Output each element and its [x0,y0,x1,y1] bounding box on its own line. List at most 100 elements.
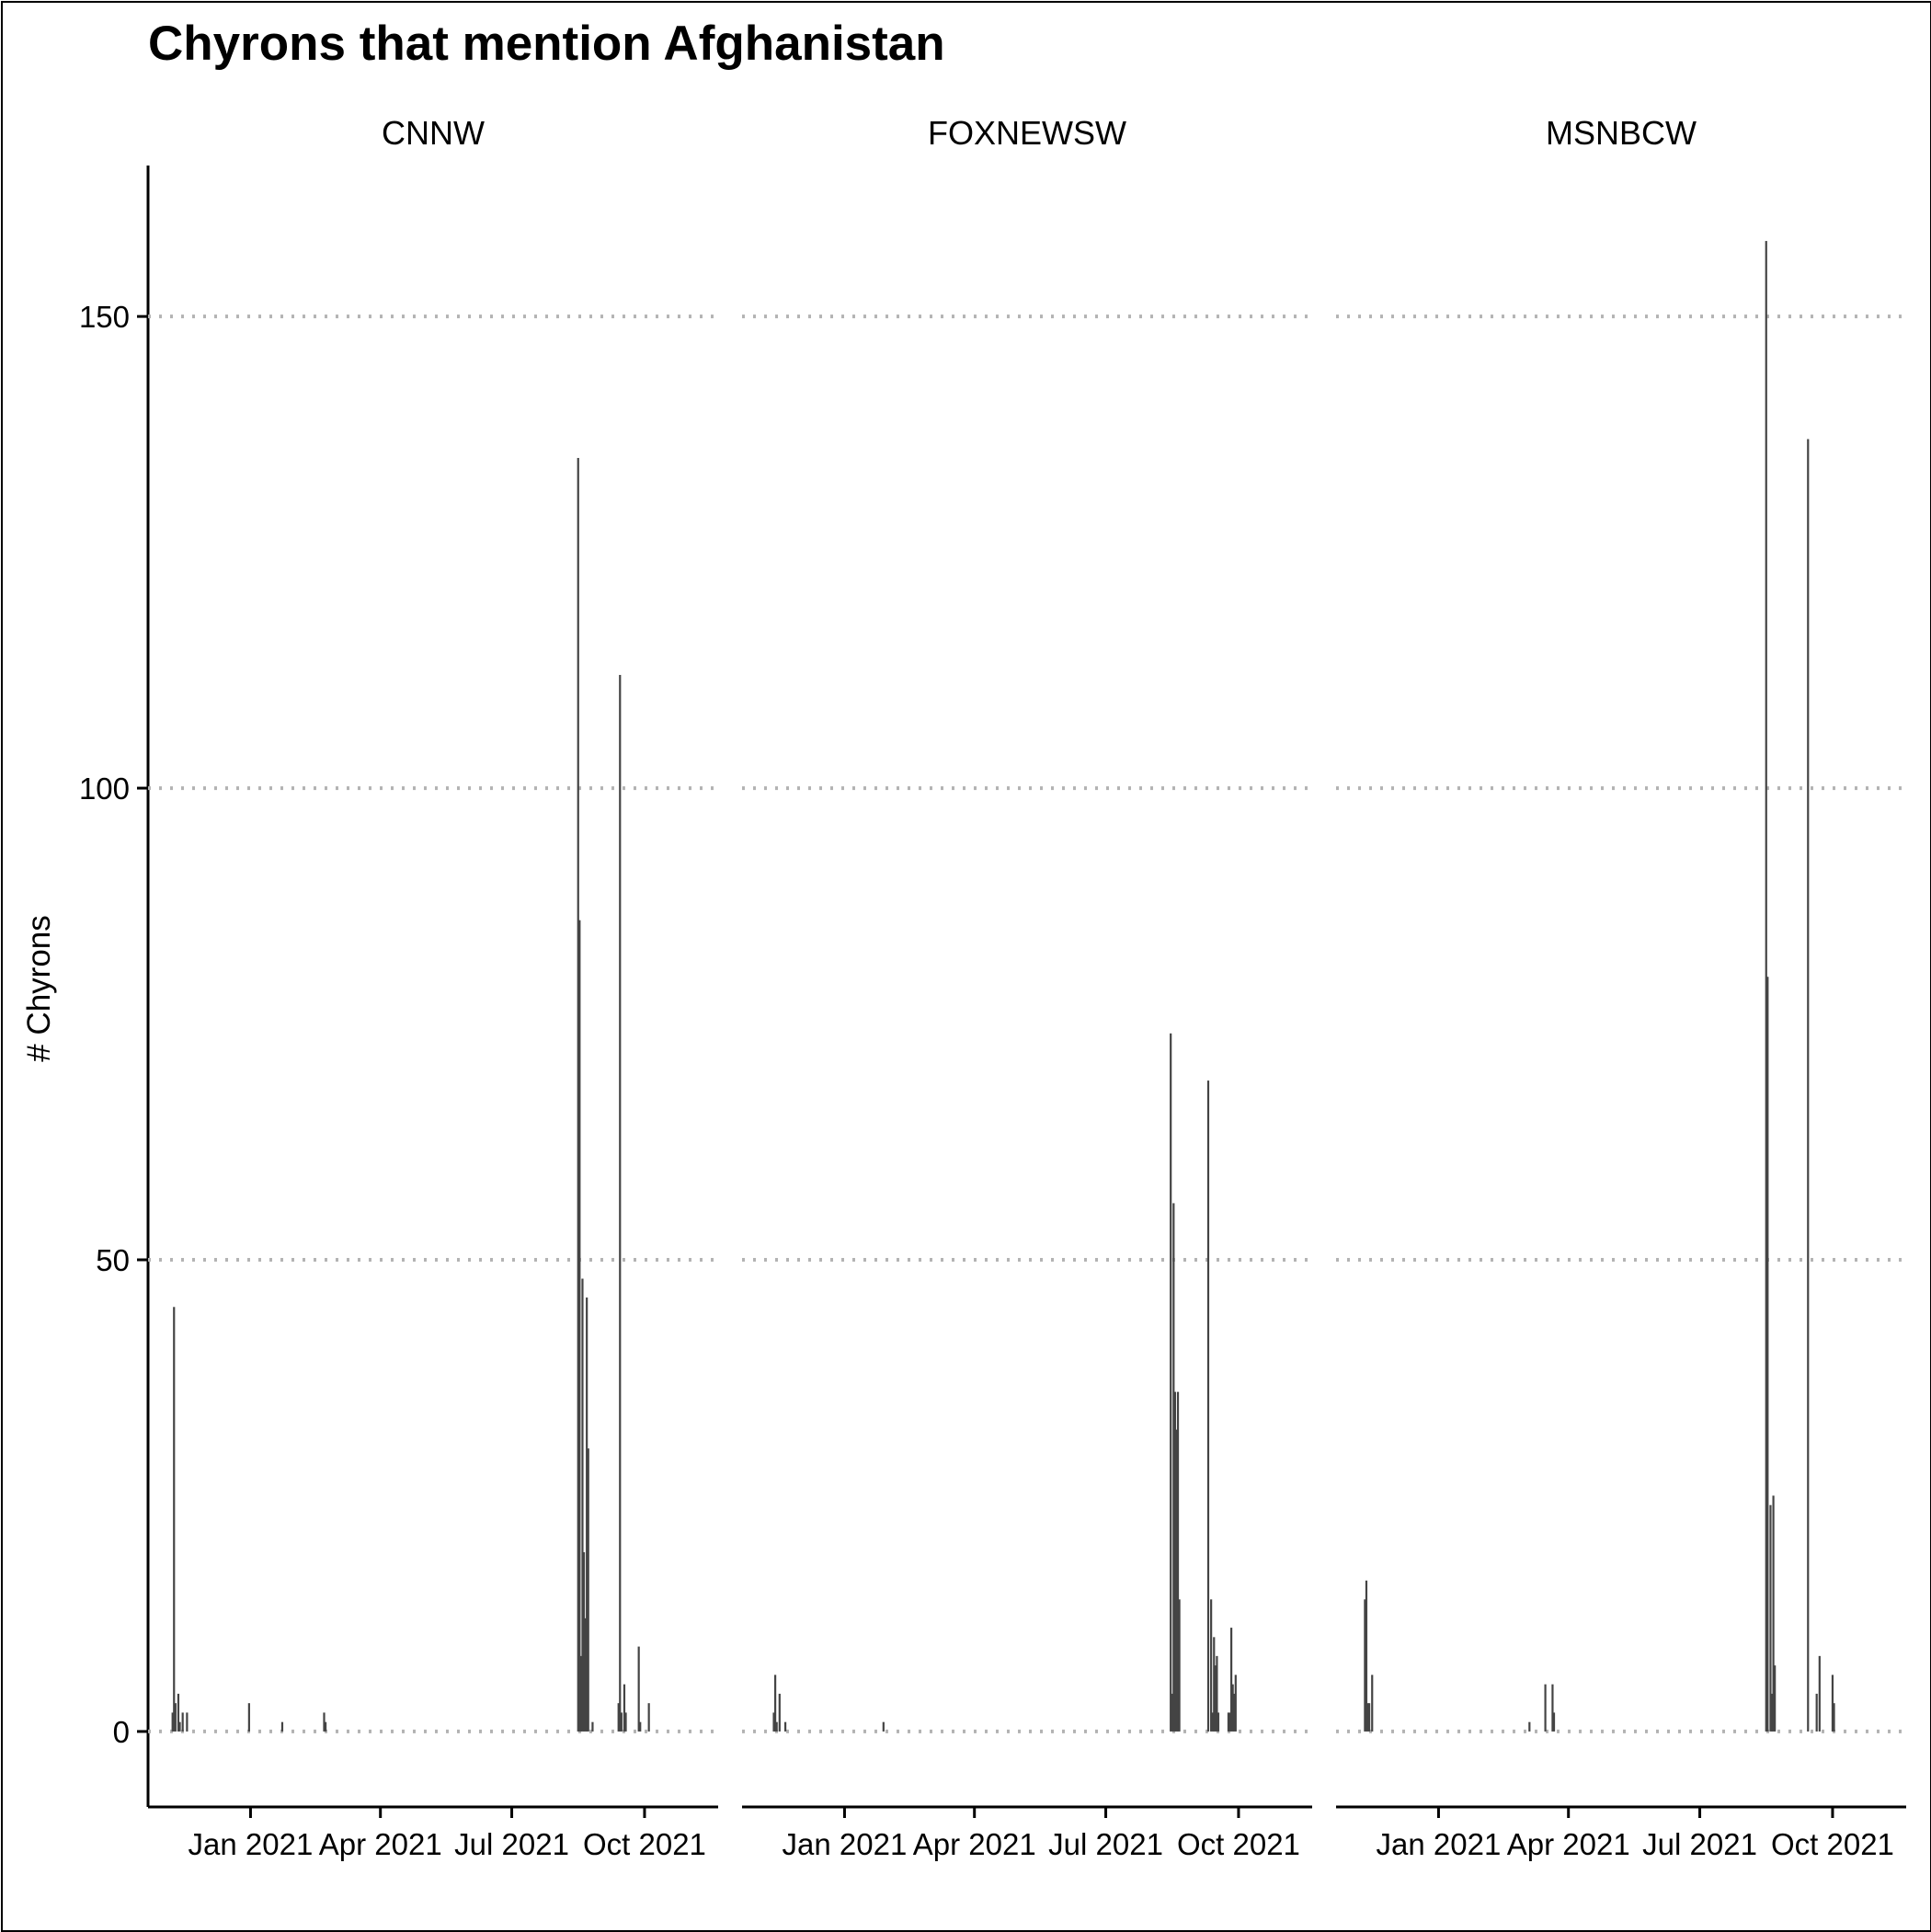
bar [775,1721,778,1732]
panel-cnnw: CNNW Jan 2021 Apr 2021 Jul 2021 Oct 2021 [148,114,718,1861]
bar [171,1712,174,1732]
bar [1175,1429,1178,1732]
bar [1211,1712,1214,1732]
y-tick-label: 50 [96,1243,130,1277]
bar [1528,1721,1531,1732]
bar [772,1712,775,1732]
bar [581,1278,584,1732]
x-tick-label: Oct 2021 [1177,1827,1300,1861]
bar [1217,1712,1220,1732]
bar [1172,1203,1175,1732]
bar [280,1721,284,1732]
bar [783,1721,787,1732]
bar [774,1675,777,1732]
x-tick-label: Jul 2021 [1048,1827,1163,1861]
bar [247,1703,250,1732]
bar [324,1721,327,1732]
panel-strip-label: CNNW [382,114,485,152]
bar [1173,1391,1176,1732]
bar [778,1693,781,1732]
bar [1233,1693,1236,1732]
bar [1230,1628,1233,1732]
bar [1765,241,1767,1732]
x-tick-label: Jan 2021 [1377,1827,1502,1861]
bar [1228,1712,1231,1732]
bar [1231,1684,1234,1732]
bar [1371,1675,1374,1732]
bar [582,1552,586,1732]
bar [591,1721,594,1732]
chart-title: Chyrons that mention Afghanistan [148,17,945,71]
bar [579,1655,582,1732]
x-tick-label: Oct 2021 [583,1827,706,1861]
x-tick-label: Jan 2021 [783,1827,908,1861]
bar [1171,1693,1173,1732]
bar [323,1712,326,1732]
bar [1544,1684,1547,1732]
bar [181,1712,184,1732]
y-tick-label: 150 [79,300,130,334]
bar [587,1448,589,1732]
bar [173,1307,176,1732]
bar [1176,1391,1180,1732]
bar [1807,439,1810,1732]
bar [882,1721,885,1732]
bar [1213,1637,1216,1732]
bar [1818,1655,1821,1732]
bar [1770,1693,1774,1732]
bar [1216,1655,1218,1732]
bar [584,1618,587,1732]
bar [1833,1703,1835,1732]
bar [1227,1712,1230,1732]
bar [1772,1495,1775,1732]
bar [1551,1684,1554,1732]
x-tick-label: Oct 2021 [1771,1827,1894,1861]
bar [620,1712,623,1732]
x-tick-label: Jan 2021 [189,1827,314,1861]
bar [1769,1504,1772,1732]
bar [577,458,579,1732]
bar [578,920,581,1732]
x-tick-label: Apr 2021 [319,1827,442,1861]
y-axis-label: # Chyrons [21,915,57,1062]
bar [177,1693,180,1732]
bar [1206,1080,1210,1732]
bar [1170,1033,1172,1732]
bar [1214,1665,1217,1732]
bar [1831,1675,1834,1732]
bar [174,1703,177,1732]
x-tick-label: Apr 2021 [1507,1827,1630,1861]
bar [178,1721,181,1732]
bar [1234,1675,1237,1732]
bar [1366,1703,1369,1732]
bar [619,674,622,1732]
panel-strip-label: MSNBCW [1546,114,1697,152]
bar [1368,1703,1371,1732]
x-tick-label: Jul 2021 [454,1827,569,1861]
bar [639,1721,642,1732]
bar [1210,1599,1213,1732]
bar [624,1712,627,1732]
bar [637,1646,640,1732]
bar [647,1703,650,1732]
bar [1365,1580,1368,1732]
bar [586,1298,588,1732]
x-tick-label: Apr 2021 [913,1827,1036,1861]
bar [1178,1599,1181,1732]
bar [186,1712,189,1732]
bar [1815,1693,1818,1732]
bar [1766,977,1769,1732]
panel-msnbcw: MSNBCW Jan 2021 Apr 2021 Jul 2021 Oct 2021 [1336,114,1906,1861]
bar [1774,1665,1777,1732]
bar [623,1684,626,1732]
bar [617,1703,620,1732]
y-tick-label: 0 [113,1715,130,1749]
panel-strip-label: FOXNEWSW [928,114,1126,152]
y-tick-label: 100 [79,772,130,806]
bar [1364,1599,1366,1732]
panel-foxnewsw: FOXNEWSW Jan 2021 Apr 2021 Jul 2021 Oct 2021 [742,114,1312,1861]
x-tick-label: Jul 2021 [1642,1827,1757,1861]
